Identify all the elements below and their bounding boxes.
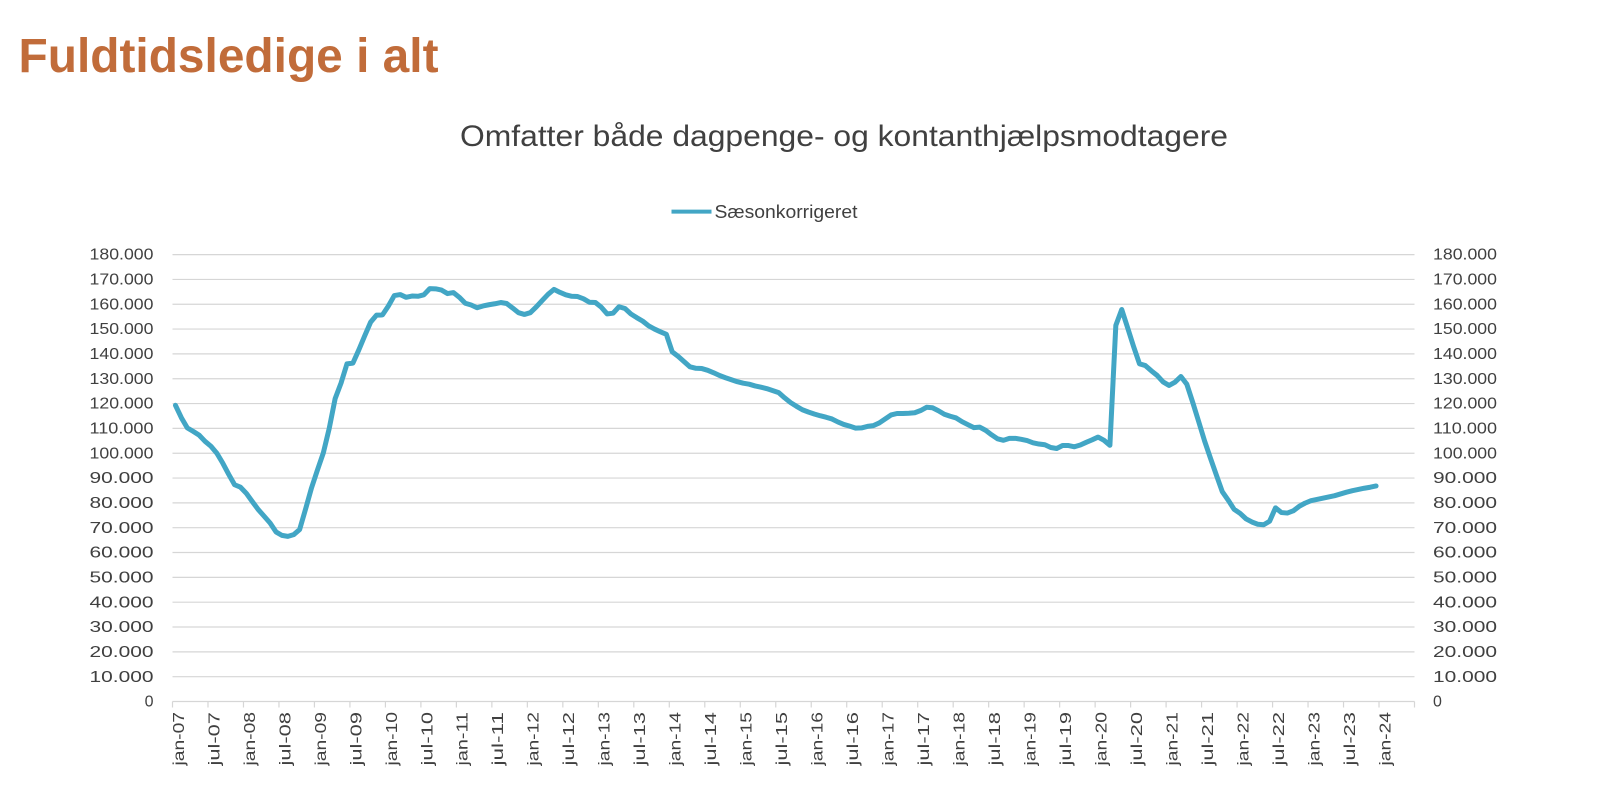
- svg-text:Fuldtidsledige i alt: Fuldtidsledige i alt: [19, 30, 439, 83]
- svg-text:170.000: 170.000: [90, 272, 154, 289]
- svg-text:150.000: 150.000: [90, 321, 154, 338]
- svg-text:90.000: 90.000: [90, 470, 154, 487]
- svg-text:jan-10: jan-10: [384, 712, 401, 767]
- svg-text:140.000: 140.000: [1433, 346, 1497, 363]
- svg-text:90.000: 90.000: [1433, 470, 1497, 487]
- svg-text:jul-15: jul-15: [774, 712, 791, 767]
- svg-text:40.000: 40.000: [1433, 594, 1497, 611]
- svg-text:jan-20: jan-20: [1093, 712, 1110, 767]
- svg-text:180.000: 180.000: [90, 247, 154, 264]
- svg-text:jan-23: jan-23: [1306, 712, 1323, 767]
- svg-text:jul-22: jul-22: [1271, 712, 1288, 767]
- svg-text:jan-07: jan-07: [171, 712, 188, 767]
- svg-text:170.000: 170.000: [1433, 272, 1497, 289]
- svg-text:jan-19: jan-19: [1023, 712, 1040, 767]
- svg-text:jan-12: jan-12: [526, 712, 543, 767]
- svg-text:80.000: 80.000: [90, 495, 154, 512]
- svg-text:jul-18: jul-18: [987, 712, 1004, 767]
- svg-text:Sæsonkorrigeret: Sæsonkorrigeret: [715, 202, 858, 222]
- svg-text:jul-11: jul-11: [490, 712, 507, 767]
- svg-text:jul-17: jul-17: [916, 712, 933, 767]
- svg-text:30.000: 30.000: [90, 619, 154, 636]
- svg-text:jan-13: jan-13: [597, 712, 614, 767]
- svg-text:70.000: 70.000: [1433, 520, 1497, 537]
- svg-text:jan-16: jan-16: [810, 712, 827, 767]
- svg-text:180.000: 180.000: [1433, 247, 1497, 264]
- svg-text:110.000: 110.000: [1433, 420, 1497, 437]
- svg-text:120.000: 120.000: [90, 396, 154, 413]
- svg-text:jul-07: jul-07: [206, 712, 223, 767]
- svg-text:50.000: 50.000: [1433, 569, 1497, 586]
- svg-text:120.000: 120.000: [1433, 396, 1497, 413]
- svg-text:130.000: 130.000: [1433, 371, 1497, 388]
- svg-text:Omfatter både dagpenge- og kon: Omfatter både dagpenge- og kontanthjælps…: [460, 120, 1228, 153]
- svg-text:0: 0: [145, 694, 154, 711]
- svg-text:70.000: 70.000: [90, 520, 154, 537]
- svg-text:jul-09: jul-09: [348, 712, 365, 767]
- svg-text:jul-13: jul-13: [632, 712, 649, 767]
- svg-text:jan-21: jan-21: [1164, 712, 1181, 767]
- svg-text:jan-14: jan-14: [668, 712, 685, 767]
- svg-text:60.000: 60.000: [90, 545, 154, 562]
- svg-text:jul-20: jul-20: [1129, 712, 1146, 767]
- svg-text:0: 0: [1433, 694, 1442, 711]
- svg-text:20.000: 20.000: [90, 644, 154, 661]
- svg-text:jul-10: jul-10: [419, 712, 436, 767]
- svg-text:jan-17: jan-17: [881, 712, 898, 767]
- svg-text:jul-16: jul-16: [845, 712, 862, 767]
- svg-text:160.000: 160.000: [90, 296, 154, 313]
- svg-text:20.000: 20.000: [1433, 644, 1497, 661]
- svg-text:80.000: 80.000: [1433, 495, 1497, 512]
- svg-text:jan-22: jan-22: [1235, 712, 1252, 767]
- svg-text:100.000: 100.000: [1433, 445, 1497, 462]
- svg-text:10.000: 10.000: [90, 669, 154, 686]
- svg-text:jul-12: jul-12: [561, 712, 578, 767]
- svg-text:jul-14: jul-14: [703, 712, 720, 767]
- svg-text:jul-21: jul-21: [1200, 712, 1217, 767]
- svg-text:150.000: 150.000: [1433, 321, 1497, 338]
- svg-text:jan-15: jan-15: [739, 712, 756, 767]
- svg-text:jan-18: jan-18: [952, 712, 969, 767]
- svg-text:jul-08: jul-08: [277, 712, 294, 767]
- svg-text:jan-08: jan-08: [242, 712, 259, 767]
- svg-text:jul-19: jul-19: [1058, 712, 1075, 767]
- svg-text:jan-11: jan-11: [455, 712, 472, 767]
- svg-text:jul-23: jul-23: [1342, 712, 1359, 767]
- svg-text:100.000: 100.000: [90, 445, 154, 462]
- svg-text:jan-09: jan-09: [313, 712, 330, 767]
- svg-text:60.000: 60.000: [1433, 545, 1497, 562]
- svg-text:140.000: 140.000: [90, 346, 154, 363]
- svg-text:160.000: 160.000: [1433, 296, 1497, 313]
- svg-text:jan-24: jan-24: [1377, 712, 1394, 767]
- svg-text:130.000: 130.000: [90, 371, 154, 388]
- svg-text:50.000: 50.000: [90, 569, 154, 586]
- svg-text:40.000: 40.000: [90, 594, 154, 611]
- svg-text:30.000: 30.000: [1433, 619, 1497, 636]
- svg-text:110.000: 110.000: [90, 420, 154, 437]
- svg-text:10.000: 10.000: [1433, 669, 1497, 686]
